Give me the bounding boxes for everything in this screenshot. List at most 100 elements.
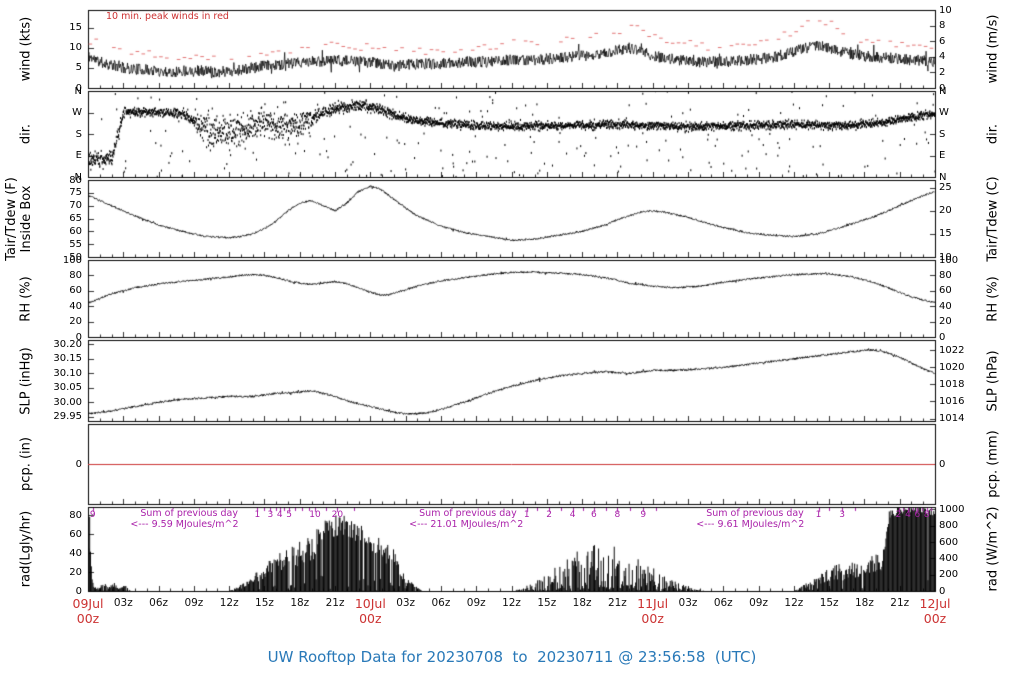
x-tick-label: 15z xyxy=(819,597,839,609)
y-axis-label-right-rh: RH (%) xyxy=(985,275,1001,322)
y-axis-label-right-wind: wind (m/s) xyxy=(985,14,1001,84)
y-tick-label-right: 15 xyxy=(939,228,952,240)
y-tick-label-left: 10 xyxy=(69,42,82,54)
x-date-label: 10Jul 00z xyxy=(354,596,386,626)
y-axis-label-left-rad: rad(Lgly/hr) xyxy=(18,510,34,588)
rad-progress-mark: 8 xyxy=(923,510,930,520)
y-tick-label-right: 1000 xyxy=(939,503,965,515)
y-tick-label-right: W xyxy=(939,107,949,118)
rad-progress-mark: 1 xyxy=(254,510,261,520)
y-axis-label-left-pcp: pcp. (in) xyxy=(18,437,34,491)
y-tick-label-left: W xyxy=(72,107,82,118)
y-tick-label-right: 0 xyxy=(939,585,946,597)
x-tick-label: 06z xyxy=(431,597,451,609)
y-axis-label-right-pcp: pcp. (mm) xyxy=(985,430,1001,498)
y-tick-label-right: 80 xyxy=(939,269,952,281)
y-tick-label-right: 100 xyxy=(939,254,959,266)
rad-progress-mark: 2 xyxy=(895,510,902,520)
y-tick-label-left: 50 xyxy=(69,251,82,263)
rad-progress-mark: 9 xyxy=(640,510,647,520)
x-tick-label: 09z xyxy=(466,597,486,609)
y-tick-label-right: 1018 xyxy=(939,378,965,390)
x-tick-label: 18z xyxy=(854,597,874,609)
y-axis-label-left-wind: wind (kts) xyxy=(18,16,34,82)
y-tick-label-right: 20 xyxy=(939,205,952,217)
x-date-label: 09Jul 00z xyxy=(72,596,104,626)
y-tick-label-left: 0 xyxy=(75,331,82,343)
rad-progress-mark: 9 xyxy=(89,510,96,520)
x-tick-label: 18z xyxy=(290,597,310,609)
y-tick-label-right: 4 xyxy=(939,51,946,63)
y-tick-label-left: 40 xyxy=(69,547,82,559)
rad-sum-annotation: Sum of previous day <--- 9.59 MJoules/m^2 xyxy=(130,508,239,530)
y-tick-label-right: 400 xyxy=(939,552,959,564)
y-tick-label-left: N xyxy=(74,85,82,97)
x-tick-label: 12z xyxy=(219,597,239,609)
y-tick-label-left: 15 xyxy=(69,22,82,34)
rad-progress-mark: 6 xyxy=(590,510,597,520)
x-tick-label: 21z xyxy=(890,597,910,609)
y-tick-label-right: 40 xyxy=(939,300,952,312)
y-tick-label-right: 8 xyxy=(939,20,946,32)
x-tick-label: 09z xyxy=(749,597,768,609)
y-axis-label-left-rh: RH (%) xyxy=(18,275,34,322)
y-tick-label-left: 20 xyxy=(69,316,82,328)
y-tick-label-left: 30.05 xyxy=(53,382,82,394)
x-tick-label: 21z xyxy=(607,597,627,609)
y-tick-label-left: 60 xyxy=(69,225,82,237)
y-tick-label-right: S xyxy=(939,128,946,140)
y-tick-label-left: 0 xyxy=(75,82,82,94)
rad-progress-mark: 10 xyxy=(309,510,321,520)
y-tick-label-right: 10 xyxy=(939,4,952,16)
rad-progress-mark: 8 xyxy=(614,510,621,520)
y-tick-label-right: 20 xyxy=(939,316,952,328)
y-tick-label-left: 30.00 xyxy=(53,396,82,408)
rad-progress-mark: 1 xyxy=(815,510,822,520)
y-tick-label-right: N xyxy=(939,171,947,183)
x-date-label: 11Jul 00z xyxy=(637,596,669,626)
rad-progress-mark: 2 xyxy=(546,510,553,520)
x-tick-label: 03z xyxy=(678,597,698,609)
y-tick-label-left: 60 xyxy=(69,528,82,540)
y-tick-label-right: 6 xyxy=(939,35,946,47)
rad-progress-mark: 1 xyxy=(523,510,530,520)
y-tick-label-right: 0 xyxy=(939,331,946,343)
x-tick-label: 12z xyxy=(502,597,521,609)
x-tick-label: 15z xyxy=(255,597,274,609)
y-tick-label-left: 20 xyxy=(69,566,82,578)
y-tick-label-left: 60 xyxy=(69,285,82,297)
y-tick-label-left: 0 xyxy=(75,458,82,470)
y-tick-label-left: 30.15 xyxy=(53,353,82,365)
y-axis-label-right-rad: rad (W/m^2) xyxy=(985,506,1001,592)
y-tick-label-left: 5 xyxy=(75,62,82,74)
x-tick-label: 12z xyxy=(784,597,804,609)
y-tick-label-left: 55 xyxy=(69,238,82,250)
y-tick-label-left: 40 xyxy=(69,300,82,312)
y-tick-label-left: 29.95 xyxy=(53,411,82,423)
x-tick-label: 18z xyxy=(572,597,592,609)
y-tick-label-right: 1014 xyxy=(939,413,965,425)
rad-sum-annotation: Sum of previous day <--- 21.01 MJoules/m^… xyxy=(409,508,524,530)
x-tick-label: 09z xyxy=(184,597,204,609)
y-axis-label-left-slp: SLP (inHg) xyxy=(18,346,34,415)
rad-progress-mark: 6 xyxy=(914,510,921,520)
y-axis-label-right-slp: SLP (hPa) xyxy=(985,349,1001,412)
y-tick-label-right: 60 xyxy=(939,285,952,297)
rad-sum-annotation: Sum of previous day <--- 9.61 MJoules/m^2 xyxy=(696,508,805,530)
y-axis-label-left-temp: Tair/Tdew (F) Inside Box xyxy=(4,176,34,261)
y-tick-label-left: E xyxy=(75,150,82,161)
y-axis-label-left-dir: dir. xyxy=(18,123,34,145)
y-tick-label-left: 65 xyxy=(69,213,82,224)
rad-progress-mark: 4 xyxy=(905,510,911,520)
x-tick-label: 06z xyxy=(149,597,169,609)
y-tick-label-left: 80 xyxy=(69,269,82,281)
rad-progress-mark: 5 xyxy=(286,510,293,520)
y-axis-label-right-dir: dir. xyxy=(985,123,1001,145)
y-tick-label-left: 80 xyxy=(69,509,82,521)
y-tick-label-left: 70 xyxy=(69,200,82,212)
y-tick-label-left: 30.20 xyxy=(53,338,82,350)
y-tick-label-right: 800 xyxy=(939,520,959,532)
y-tick-label-left: 100 xyxy=(62,254,82,266)
